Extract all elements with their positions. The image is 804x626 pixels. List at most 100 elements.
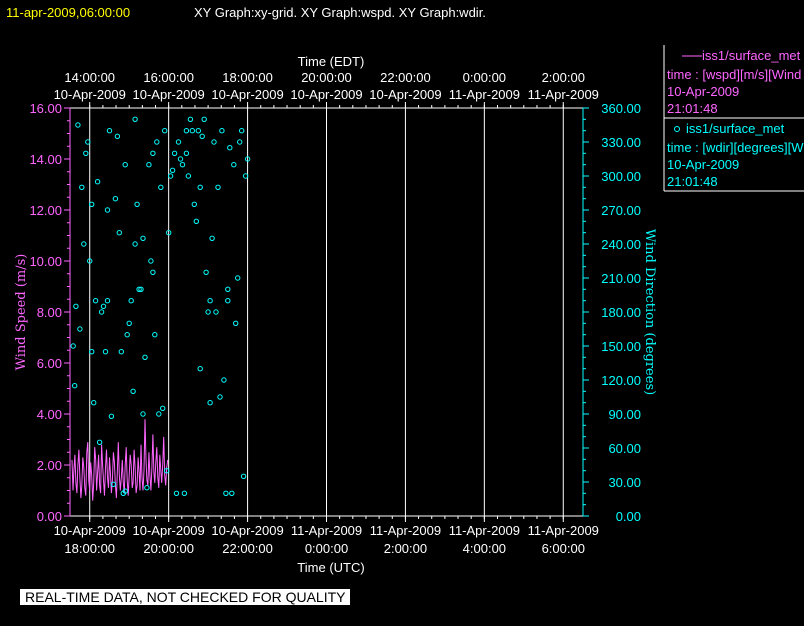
wind-direction-point	[240, 473, 247, 479]
wind-direction-point	[148, 258, 154, 264]
wind-direction-point	[193, 218, 200, 225]
wind-direction-point	[134, 201, 140, 208]
wind-direction-point	[85, 139, 91, 145]
wind-direction-point	[77, 326, 83, 332]
wind-direction-point	[140, 411, 146, 417]
right-tick-label: 0.00	[616, 509, 641, 524]
wind-direction-point	[132, 241, 138, 247]
left-tick-label: 4.00	[37, 407, 62, 422]
legend-entry-time: 21:01:48	[667, 101, 718, 116]
left-tick-label: 10.00	[29, 254, 62, 269]
right-tick-label: 300.00	[601, 169, 641, 184]
wind-direction-point	[83, 150, 89, 157]
wind-speed-line	[71, 419, 169, 501]
wind-direction-point	[207, 298, 213, 304]
wind-direction-point	[183, 150, 190, 157]
wind-direction-point	[229, 490, 235, 496]
wind-direction-point	[231, 162, 237, 168]
top-tick-label-date: 10-Apr-2009	[211, 87, 283, 102]
top-tick-label-date: 10-Apr-2009	[290, 87, 362, 102]
wind-direction-point	[122, 162, 128, 168]
wind-direction-point	[211, 139, 217, 145]
wind-direction-point	[217, 394, 223, 400]
wind-direction-point	[203, 269, 209, 275]
right-tick-label: 330.00	[601, 135, 641, 150]
top-tick-label-date: 10-Apr-2009	[369, 87, 441, 102]
wind-direction-point	[87, 258, 93, 264]
wind-direction-point	[244, 156, 251, 162]
left-tick-label: 14.00	[29, 152, 62, 167]
top-tick-label-time: 18:00:00	[222, 70, 273, 85]
top-tick-label-date: 11-Apr-2009	[528, 87, 599, 102]
wind-direction-point	[118, 349, 125, 355]
legend-entry-time: 21:01:48	[667, 174, 718, 189]
x-tick-label-time: 4:00:00	[463, 541, 506, 556]
top-tick-label-date: 11-Apr-2009	[449, 87, 520, 102]
wind-direction-point	[179, 162, 186, 168]
top-tick-label-time: 14:00:00	[64, 70, 115, 85]
right-tick-label: 180.00	[601, 305, 641, 320]
wind-direction-point	[213, 309, 219, 315]
top-tick-label-time: 0:00:00	[463, 70, 506, 85]
wind-direction-point	[146, 162, 152, 168]
wind-direction-point	[114, 133, 121, 140]
wind-direction-point	[177, 156, 184, 162]
x-tick-label-date: 11-Apr-2009	[291, 523, 362, 538]
wind-direction-point	[191, 201, 198, 208]
wind-direction-point	[195, 128, 202, 134]
bottom-axis-title: Time (UTC)	[297, 560, 364, 575]
wind-direction-point	[154, 139, 160, 145]
wind-direction-point	[187, 116, 194, 123]
left-tick-label: 12.00	[29, 203, 62, 218]
top-tick-label-date: 10-Apr-2009	[133, 87, 205, 102]
wind-direction-point	[225, 286, 231, 292]
wind-direction-point	[140, 235, 146, 242]
wind-direction-point	[215, 184, 221, 191]
wind-direction-point	[227, 145, 233, 151]
top-tick-label-time: 2:00:00	[542, 70, 585, 85]
top-tick-label-time: 22:00:00	[380, 70, 431, 85]
wind-direction-point	[235, 275, 241, 281]
wind-direction-point	[150, 150, 156, 157]
wind-direction-point	[237, 139, 243, 145]
wind-direction-point	[72, 383, 78, 389]
wind-direction-point	[128, 298, 134, 304]
legend-entry-date: 10-Apr-2009	[667, 157, 739, 172]
legend-entry-desc: time : [wspd][m/s][Wind	[667, 67, 801, 82]
left-tick-label: 0.00	[37, 509, 62, 524]
x-tick-label-time: 20:00:00	[143, 541, 194, 556]
top-tick-label-time: 20:00:00	[301, 70, 352, 85]
wind-direction-point	[166, 230, 172, 236]
x-tick-label-date: 10-Apr-2009	[54, 523, 126, 538]
wind-direction-point	[102, 349, 109, 355]
legend-circle-marker	[674, 126, 680, 132]
top-axis-title: Time (EDT)	[298, 54, 365, 69]
wind-direction-point	[169, 167, 176, 174]
right-tick-label: 90.00	[608, 407, 641, 422]
right-tick-label: 60.00	[608, 441, 641, 456]
x-tick-label-time: 18:00:00	[64, 541, 115, 556]
right-tick-label: 30.00	[608, 475, 641, 490]
header-graph-list: XY Graph:xy-grid. XY Graph:wspd. XY Grap…	[194, 5, 486, 20]
wind-direction-point	[219, 128, 225, 134]
wind-direction-point	[130, 388, 136, 394]
header-timestamp: 11-apr-2009,06:00:00	[6, 5, 130, 20]
x-tick-label-date: 10-Apr-2009	[133, 523, 205, 538]
x-tick-label-time: 2:00:00	[384, 541, 427, 556]
wind-direction-point	[167, 173, 174, 179]
wind-direction-point	[158, 184, 164, 191]
right-tick-label: 120.00	[601, 373, 641, 388]
x-tick-label-date: 11-Apr-2009	[370, 523, 441, 538]
wind-direction-point	[100, 303, 107, 309]
wind-direction-point	[122, 488, 128, 494]
legend-entry-name: iss1/surface_met	[686, 121, 785, 136]
wind-direction-point	[73, 303, 79, 309]
axis-ticks	[64, 102, 589, 522]
wind-direction-point	[106, 128, 113, 134]
plot-grid	[89, 108, 564, 516]
wind-direction-point	[152, 332, 158, 338]
wind-direction-point	[205, 309, 211, 315]
wind-direction-point	[150, 269, 156, 275]
left-tick-label: 2.00	[37, 458, 62, 473]
wind-direction-point	[197, 366, 203, 372]
